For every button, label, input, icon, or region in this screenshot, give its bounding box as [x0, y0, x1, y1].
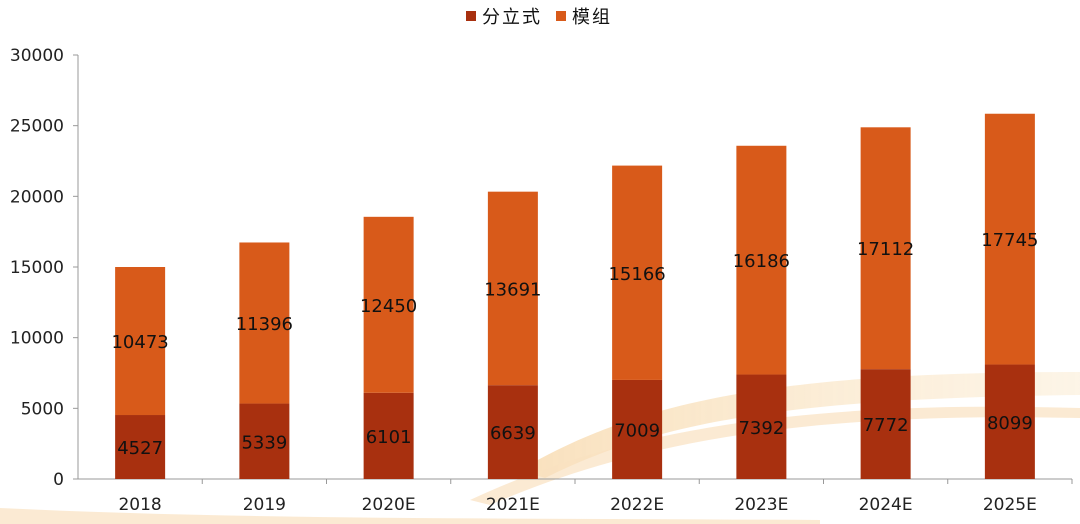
- y-tick-label: 25000: [10, 117, 64, 137]
- bar-segment-module: [115, 267, 166, 416]
- bar-data-label: 11396: [236, 314, 293, 335]
- bar-data-label: 6639: [490, 423, 536, 444]
- bar-segment-module: [487, 191, 538, 386]
- x-tick-label: 2024E: [859, 495, 913, 515]
- chart-legend: 分立式 模组: [466, 7, 612, 28]
- bar-segment-module: [736, 145, 787, 375]
- bar-data-label: 6101: [366, 427, 412, 448]
- bar-data-label: 8099: [987, 413, 1033, 434]
- bar-segment-module: [612, 165, 663, 380]
- bar-segment-module: [363, 216, 414, 393]
- y-tick-label: 20000: [10, 187, 64, 207]
- x-tick-label: 2022E: [610, 495, 664, 515]
- legend-label: 模组: [572, 7, 612, 28]
- bar-data-label: 17112: [857, 239, 914, 260]
- y-tick-label: 30000: [10, 46, 64, 66]
- y-axis-ticks: 0 5000 10000 15000 20000 25000 30000: [10, 46, 78, 490]
- y-tick-label: 5000: [21, 399, 64, 419]
- x-axis-labels: 2018 2019 2020E 2021E 2022E 2023E 2024E 2025E: [118, 479, 1073, 515]
- bar-data-label: 10473: [111, 332, 168, 353]
- x-tick-label: 2018: [118, 495, 161, 515]
- bar-data-label: 7772: [863, 415, 909, 436]
- legend-swatch-module: [556, 11, 566, 21]
- bar-segment-module: [984, 113, 1035, 365]
- bar-segment-discrete: [363, 392, 414, 479]
- bar-data-label: 12450: [360, 296, 417, 317]
- bar-data-label: 17745: [981, 230, 1038, 251]
- bar-series: 4527 10473 5339 11396 6101 12450 6639 13691 7009…: [111, 113, 1039, 479]
- bar-segment-discrete: [239, 403, 290, 479]
- y-tick-label: 0: [53, 470, 64, 490]
- bar-data-label: 5339: [241, 432, 287, 453]
- bar-segment-module: [860, 127, 911, 370]
- legend-label: 分立式: [482, 7, 542, 28]
- y-tick-label: 10000: [10, 329, 64, 349]
- bar-data-label: 7009: [614, 420, 660, 441]
- legend-swatch-discrete: [466, 11, 476, 21]
- bar-segment-discrete: [984, 364, 1035, 479]
- bar-segment-discrete: [860, 369, 911, 479]
- bar-data-label: 15166: [608, 264, 665, 285]
- bar-data-label: 16186: [733, 251, 790, 272]
- bar-segment-module: [239, 242, 290, 404]
- bar-data-label: 4527: [117, 438, 163, 459]
- x-tick-label: 2025E: [983, 495, 1037, 515]
- bar-segment-discrete: [487, 385, 538, 479]
- bar-segment-discrete: [736, 374, 787, 479]
- bar-data-label: 7392: [738, 418, 784, 439]
- bar-segment-discrete: [115, 415, 166, 479]
- x-tick-label: 2021E: [486, 495, 540, 515]
- x-tick-label: 2019: [243, 495, 286, 515]
- x-tick-label: 2020E: [362, 495, 416, 515]
- y-tick-label: 15000: [10, 258, 64, 278]
- bar-segment-discrete: [612, 379, 663, 479]
- bar-data-label: 13691: [484, 279, 541, 300]
- x-tick-label: 2023E: [734, 495, 788, 515]
